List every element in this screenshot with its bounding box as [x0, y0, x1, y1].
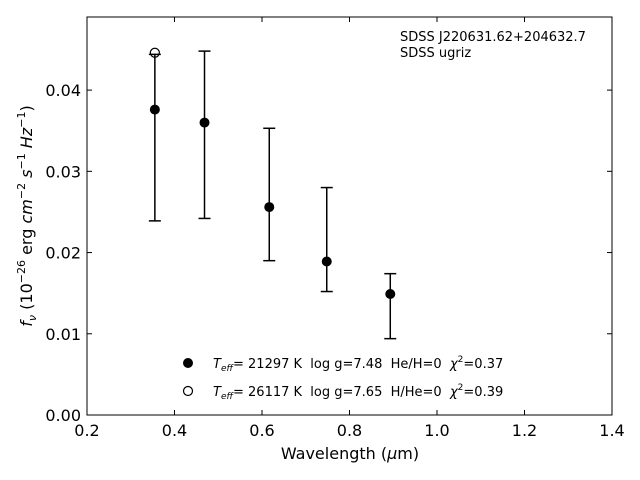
x-axis-ticks: 0.2 0.4 0.6 0.8 1.0 1.2 1.4 — [74, 17, 625, 440]
x-axis-title: Wavelength (μm) — [281, 444, 419, 463]
x-tick-label: 1.4 — [599, 421, 624, 440]
legend-entry-1: Teff= 21297 K log g=7.48 He/H=0 χ2=0.37 — [213, 355, 503, 374]
y-axis-ticks: 0.00 0.01 0.02 0.03 0.04 — [45, 81, 612, 425]
plot-area — [86, 16, 613, 416]
data-point-filled — [385, 288, 396, 299]
x-tick-label: 1.0 — [424, 421, 449, 440]
data-point-open — [149, 47, 160, 58]
legend-marker-open — [182, 385, 194, 397]
data-point-filled — [199, 117, 210, 128]
y-tick-label: 0.00 — [45, 406, 81, 425]
data-points — [149, 47, 396, 299]
legend-entry-2: Teff= 26117 K log g=7.65 H/He=0 χ2=0.39 — [213, 383, 503, 402]
x-tick-label: 0.2 — [74, 421, 99, 440]
error-bars — [148, 50, 397, 340]
data-point-filled — [321, 256, 332, 267]
annotation-object-name: SDSS J220631.62+204632.7 — [400, 30, 586, 45]
x-tick-label: 0.4 — [162, 421, 187, 440]
x-tick-label: 0.8 — [337, 421, 362, 440]
y-tick-label: 0.02 — [45, 244, 81, 263]
annotation-survey: SDSS ugriz — [400, 46, 471, 61]
data-point-filled — [264, 202, 275, 213]
x-tick-label: 1.2 — [512, 421, 537, 440]
data-point-filled — [149, 104, 160, 115]
legend: Teff= 21297 K log g=7.48 He/H=0 χ2=0.37 … — [182, 355, 503, 402]
y-tick-label: 0.04 — [45, 81, 81, 100]
y-axis-title: fν (10−26 erg cm−2 s−1 Hz−1) — [15, 105, 39, 326]
y-tick-label: 0.01 — [45, 325, 81, 344]
x-tick-label: 0.6 — [249, 421, 274, 440]
legend-marker-filled — [183, 358, 193, 368]
y-tick-label: 0.03 — [45, 162, 81, 181]
